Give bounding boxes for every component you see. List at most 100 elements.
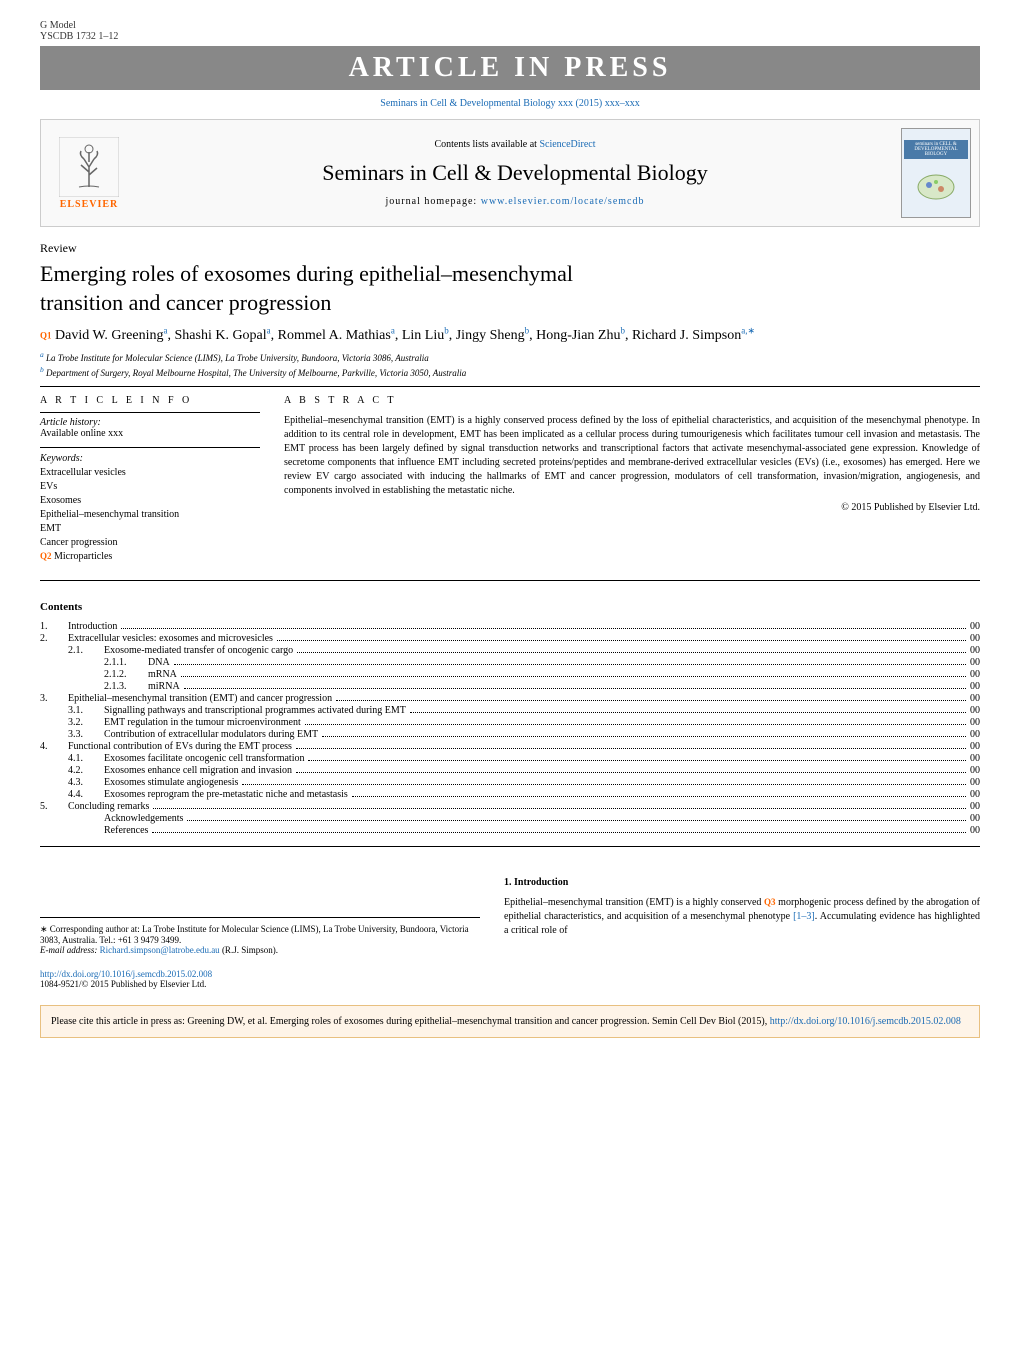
toc-number: 2.: [40, 633, 68, 644]
table-of-contents: 1.Introduction002.Extracellular vesicles…: [40, 621, 980, 836]
toc-title: References: [104, 825, 148, 836]
toc-title: mRNA: [148, 669, 177, 680]
keyword: EMT: [40, 522, 260, 536]
toc-row[interactable]: 2.1.2.mRNA00: [40, 669, 980, 680]
citation-box: Please cite this article in press as: Gr…: [40, 1005, 980, 1038]
toc-row[interactable]: 4.3.Exosomes stimulate angiogenesis 00: [40, 777, 980, 788]
toc-number: 4.2.: [68, 765, 104, 776]
toc-row[interactable]: 4.1.Exosomes facilitate oncogenic cell t…: [40, 753, 980, 764]
available-online: Available online xxx: [40, 428, 260, 439]
toc-page: 00: [970, 765, 980, 776]
toc-dots: [277, 640, 966, 641]
toc-number: 2.1.: [68, 645, 104, 656]
toc-row[interactable]: 3.3.Contribution of extracellular modula…: [40, 729, 980, 740]
toc-title: miRNA: [148, 681, 180, 692]
doi-link[interactable]: http://dx.doi.org/10.1016/j.semcdb.2015.…: [40, 969, 480, 979]
toc-page: 00: [970, 645, 980, 656]
toc-title: Exosomes facilitate oncogenic cell trans…: [104, 753, 304, 764]
toc-row[interactable]: 2.1.Exosome-mediated transfer of oncogen…: [40, 645, 980, 656]
toc-dots: [410, 712, 966, 713]
toc-page: 00: [970, 741, 980, 752]
q3-marker: Q3: [764, 897, 776, 907]
journal-header-box: ELSEVIER Contents lists available at Sci…: [40, 119, 980, 227]
toc-title: Concluding remarks: [68, 801, 149, 812]
toc-title: Extracellular vesicles: exosomes and mic…: [68, 633, 273, 644]
corr-email-line: E-mail address: Richard.simpson@latrobe.…: [40, 945, 480, 955]
toc-title: Exosomes stimulate angiogenesis: [104, 777, 238, 788]
toc-number: 2.1.1.: [104, 657, 148, 668]
toc-number: 3.2.: [68, 717, 104, 728]
toc-page: 00: [970, 777, 980, 788]
toc-row[interactable]: 3.1.Signalling pathways and transcriptio…: [40, 705, 980, 716]
toc-page: 00: [970, 717, 980, 728]
toc-dots: [121, 628, 966, 629]
toc-row[interactable]: 2.1.1.DNA 00: [40, 657, 980, 668]
homepage-link[interactable]: www.elsevier.com/locate/semcdb: [481, 196, 645, 207]
toc-row[interactable]: Acknowledgements00: [40, 813, 980, 824]
corr-text: ∗ Corresponding author at: La Trobe Inst…: [40, 924, 480, 945]
toc-row[interactable]: 3.Epithelial–mesenchymal transition (EMT…: [40, 693, 980, 704]
copyright-line: © 2015 Published by Elsevier Ltd.: [284, 502, 980, 513]
toc-page: 00: [970, 705, 980, 716]
toc-title: DNA: [148, 657, 170, 668]
article-title: Emerging roles of exosomes during epithe…: [40, 260, 980, 317]
toc-number: 4.3.: [68, 777, 104, 788]
history-label: Article history:: [40, 417, 260, 428]
keyword: Exosomes: [40, 494, 260, 508]
toc-row[interactable]: 3.2.EMT regulation in the tumour microen…: [40, 717, 980, 728]
toc-title: Exosome-mediated transfer of oncogenic c…: [104, 645, 293, 656]
elsevier-logo: ELSEVIER: [49, 128, 129, 218]
toc-dots: [322, 736, 966, 737]
q2-marker: Q2: [40, 551, 52, 561]
journal-cover-icon: seminars in CELL & DEVELOPMENTAL BIOLOGY: [901, 128, 971, 218]
article-info-column: A R T I C L E I N F O Article history: A…: [40, 395, 260, 572]
toc-row[interactable]: 4.Functional contribution of EVs during …: [40, 741, 980, 752]
toc-page: 00: [970, 801, 980, 812]
toc-page: 00: [970, 633, 980, 644]
keyword: Cancer progression: [40, 536, 260, 550]
intro-text: Epithelial–mesenchymal transition (EMT) …: [504, 896, 980, 938]
toc-page: 00: [970, 681, 980, 692]
toc-row[interactable]: 4.2.Exosomes enhance cell migration and …: [40, 765, 980, 776]
toc-page: 00: [970, 657, 980, 668]
contents-heading: Contents: [40, 601, 980, 613]
toc-row[interactable]: 2.1.3.miRNA 00: [40, 681, 980, 692]
toc-number: 3.: [40, 693, 68, 704]
email-link[interactable]: Richard.simpson@latrobe.edu.au: [100, 945, 220, 955]
toc-number: 2.1.3.: [104, 681, 148, 692]
toc-title: Epithelial–mesenchymal transition (EMT) …: [68, 693, 332, 704]
authors-text: David W. Greeninga, Shashi K. Gopala, Ro…: [55, 328, 755, 343]
toc-number: 3.1.: [68, 705, 104, 716]
toc-row[interactable]: 5.Concluding remarks 00: [40, 801, 980, 812]
toc-title: Introduction: [68, 621, 117, 632]
keyword: Epithelial–mesenchymal transition: [40, 508, 260, 522]
toc-row[interactable]: References00: [40, 825, 980, 836]
affiliation-a: a La Trobe Institute for Molecular Scien…: [40, 350, 980, 363]
yscdb-code: YSCDB 1732 1–12: [40, 31, 118, 42]
journal-homepage: journal homepage: www.elsevier.com/locat…: [129, 196, 901, 207]
sciencedirect-link[interactable]: ScienceDirect: [539, 139, 595, 150]
toc-dots: [336, 700, 966, 701]
journal-reference: Seminars in Cell & Developmental Biology…: [40, 98, 980, 109]
abstract-text: Epithelial–mesenchymal transition (EMT) …: [284, 414, 980, 498]
keyword: EVs: [40, 480, 260, 494]
citation-doi-link[interactable]: http://dx.doi.org/10.1016/j.semcdb.2015.…: [770, 1016, 961, 1027]
toc-row[interactable]: 2.Extracellular vesicles: exosomes and m…: [40, 633, 980, 644]
toc-dots: [305, 724, 966, 725]
g-model-label: G Model: [40, 20, 118, 31]
ref-link[interactable]: [1–3]: [793, 911, 815, 922]
authors-line: Q1 David W. Greeninga, Shashi K. Gopala,…: [40, 325, 980, 344]
abstract-column: A B S T R A C T Epithelial–mesenchymal t…: [284, 395, 980, 572]
toc-number: 4.1.: [68, 753, 104, 764]
divider: [40, 580, 980, 581]
journal-title: Seminars in Cell & Developmental Biology: [129, 160, 901, 186]
toc-page: 00: [970, 693, 980, 704]
toc-number: 5.: [40, 801, 68, 812]
toc-dots: [297, 652, 966, 653]
header-model-row: G Model YSCDB 1732 1–12: [40, 20, 980, 42]
toc-row[interactable]: 1.Introduction00: [40, 621, 980, 632]
toc-row[interactable]: 4.4.Exosomes reprogram the pre-metastati…: [40, 789, 980, 800]
divider: [40, 846, 980, 847]
toc-dots: [184, 688, 966, 689]
keyword: Extracellular vesicles: [40, 466, 260, 480]
